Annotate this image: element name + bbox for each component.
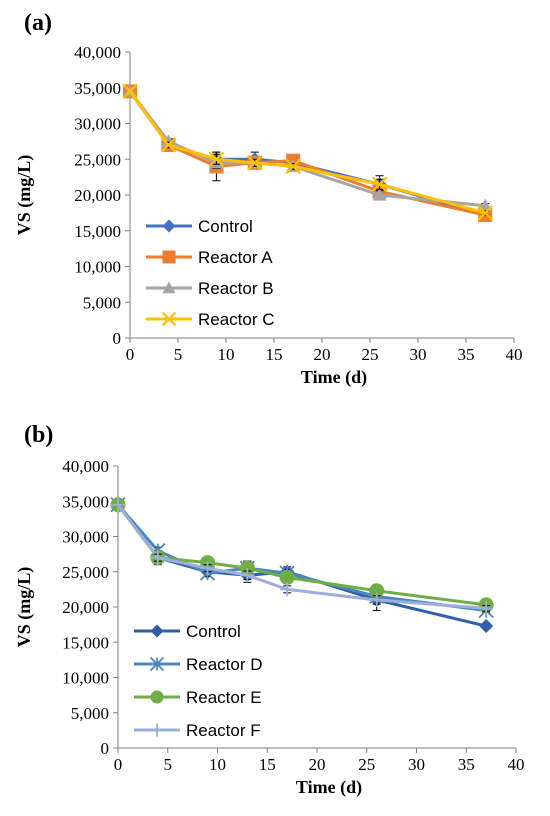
panel-b-y-tick-label-5: 25,000 bbox=[62, 563, 109, 582]
panel-b-series-4-point-6 bbox=[479, 601, 494, 616]
panel-b-y-tick-label-3: 15,000 bbox=[62, 633, 109, 652]
panel-a-series-4-point-4 bbox=[285, 158, 301, 175]
panel-a-x-axis-title: Time (d) bbox=[301, 367, 367, 388]
panel-b-legend-label-4: Reactor F bbox=[186, 721, 261, 740]
panel-b-legend-label-2: Reactor D bbox=[186, 655, 263, 674]
panel-b-y-tick-label-2: 10,000 bbox=[62, 669, 109, 688]
panel-a-series-3-point-1 bbox=[161, 134, 176, 147]
panel-a-series-4-point-0 bbox=[122, 83, 138, 100]
panel-a-series-2-line bbox=[128, 90, 486, 217]
panel-a-x-tick-label-5: 25 bbox=[362, 345, 379, 364]
panel-b-series-4-point-3 bbox=[240, 568, 255, 583]
panel-b: (b) 0 5,000 10,000 15,000 20,000 25,000 30,000 3… bbox=[14, 422, 525, 798]
panel-b-x-tick-label-8: 40 bbox=[508, 755, 525, 774]
panel-b-legend-1-point-legend bbox=[150, 624, 164, 638]
panel-b-x-axis-title: Time (d) bbox=[296, 777, 362, 798]
panel-b-series-1-point-6 bbox=[479, 619, 494, 634]
panel-a-y-tick-label-7: 35,000 bbox=[74, 79, 121, 98]
panel-a-y-tick-label-6: 30,000 bbox=[74, 115, 121, 134]
panel-b-y-axis-title: VS (mg/L) bbox=[14, 567, 35, 648]
panel-b-series-4 bbox=[111, 497, 494, 616]
panel-a-y-tick-label-2: 10,000 bbox=[74, 258, 121, 277]
panel-a-label: (a) bbox=[24, 10, 52, 36]
panel-b-legend-label-1: Control bbox=[186, 622, 241, 641]
panel-a-series-4-point-1 bbox=[160, 137, 177, 153]
panel-a-x-tick-label-1: 5 bbox=[174, 345, 183, 364]
panel-b-y-tick-label-7: 35,000 bbox=[62, 492, 109, 511]
panel-b-x-tick-label-7: 35 bbox=[458, 755, 475, 774]
panel-a-legend-label-4: Reactor C bbox=[198, 310, 275, 329]
panel-a-y-tick-label-8: 40,000 bbox=[74, 43, 121, 62]
panel-a-legend-item-3: Reactor B bbox=[146, 279, 274, 298]
panel-b-label: (b) bbox=[24, 422, 53, 448]
panel-a-x-tick-label-8: 40 bbox=[506, 345, 523, 364]
panel-b-series-1 bbox=[111, 497, 494, 634]
panel-b-series-3-point-5 bbox=[369, 583, 385, 599]
panel-b-legend-item-2: Reactor D bbox=[134, 655, 263, 674]
panel-b-x-tick-label-3: 15 bbox=[259, 755, 276, 774]
panel-a-y-tick-label-0: 0 bbox=[113, 329, 122, 348]
panel-b-y-tick-label-6: 30,000 bbox=[62, 528, 109, 547]
panel-a-x-tick-label-3: 15 bbox=[266, 345, 283, 364]
panel-b-series-4-point-0 bbox=[111, 497, 125, 512]
panel-a-legend-2-point-legend bbox=[162, 250, 176, 264]
panel-b-x-tick-label-5: 25 bbox=[358, 755, 375, 774]
panel-a-x-tick-label-4: 20 bbox=[314, 345, 331, 364]
panel-a-series-3-point-5 bbox=[372, 188, 387, 201]
panel-a-y-axis-title: VS (mg/L) bbox=[14, 155, 35, 236]
panel-a-legend-item-2: Reactor A bbox=[146, 248, 273, 267]
panel-a-legend-item-1: Control bbox=[146, 217, 253, 236]
panel-a-y-tick-label-4: 20,000 bbox=[74, 186, 121, 205]
panel-b-x-tick-label-0: 0 bbox=[114, 755, 123, 774]
panel-a-series-4-point-6 bbox=[477, 205, 493, 221]
panel-b-x-tick-label-2: 10 bbox=[209, 755, 226, 774]
panel-a-x-tick-label-0: 0 bbox=[126, 345, 135, 364]
panel-b-series-1-line bbox=[116, 503, 487, 628]
panel-a-legend-4-point-legend bbox=[161, 311, 177, 327]
panel-b-legend-2-point-legend bbox=[149, 656, 165, 672]
panel-b-y-tick-label-8: 40,000 bbox=[62, 457, 109, 476]
panel-b-series-4-point-5 bbox=[369, 592, 384, 607]
panel-b-legend-item-3: Reactor E bbox=[134, 688, 262, 707]
panel-b-x-tick-label-4: 20 bbox=[309, 755, 326, 774]
panel-a-legend-item-4: Reactor C bbox=[146, 310, 275, 329]
panel-a-y-tick-label-5: 25,000 bbox=[74, 150, 121, 169]
panel-a-legend-3-point-legend bbox=[162, 281, 176, 294]
panel-b-series-3-point-4 bbox=[279, 569, 295, 585]
panel-a-legend-label-1: Control bbox=[198, 217, 253, 236]
panel-b-y-tick-label-0: 0 bbox=[101, 739, 110, 758]
panel-b-x-tick-label-1: 5 bbox=[164, 755, 173, 774]
panel-b-series-2-line bbox=[116, 503, 487, 613]
panel-a-series-4-point-5 bbox=[371, 176, 388, 193]
panel-a-legend-label-3: Reactor B bbox=[198, 279, 274, 298]
panel-a: (a) 0 5,000 10,000 15,000 20,000 25,000 30,000 3… bbox=[14, 10, 523, 388]
panel-b-legend-3-point-legend bbox=[150, 690, 164, 704]
panel-a-y-tick-label-3: 15,000 bbox=[74, 222, 121, 241]
panel-b-legend-item-1: Control bbox=[134, 622, 241, 641]
panel-b-y-tick-label-4: 20,000 bbox=[62, 598, 109, 617]
panel-b-legend-label-3: Reactor E bbox=[186, 688, 262, 707]
panel-a-x-tick-label-7: 35 bbox=[458, 345, 475, 364]
panel-a-series-4-point-3 bbox=[247, 155, 263, 171]
panel-a-legend-label-2: Reactor A bbox=[198, 248, 273, 267]
panel-a-y-tick-label-1: 5,000 bbox=[83, 293, 121, 312]
panel-a-x-tick-label-6: 30 bbox=[410, 345, 427, 364]
panel-a-series-4-point-2 bbox=[208, 151, 225, 168]
panel-b-legend-4-point-legend bbox=[150, 723, 164, 737]
panel-b-x-tick-label-6: 30 bbox=[408, 755, 425, 774]
panel-b-series-4-point-1 bbox=[150, 550, 165, 565]
panel-b-y-tick-label-1: 5,000 bbox=[71, 704, 109, 723]
panel-b-series-3-point-3 bbox=[239, 560, 255, 576]
panel-b-series-4-point-2 bbox=[200, 561, 215, 576]
panel-b-legend-item-4: Reactor F bbox=[134, 721, 261, 740]
panel-a-x-tick-label-2: 10 bbox=[218, 345, 235, 364]
panel-b-series-4-point-4 bbox=[280, 582, 295, 597]
panel-a-series-4 bbox=[122, 83, 493, 221]
panel-a-legend-1-point-legend bbox=[162, 219, 176, 233]
